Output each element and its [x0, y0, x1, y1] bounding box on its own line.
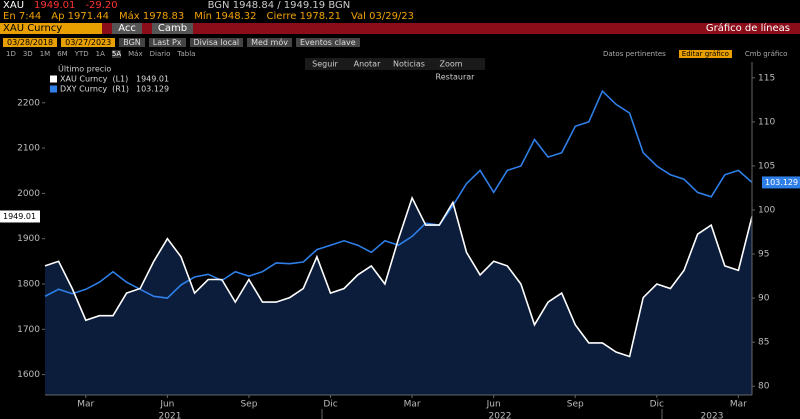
x-tick-label: Dic — [323, 400, 337, 410]
last-value-tag — [762, 176, 800, 189]
x-tick-label: Sep — [240, 400, 257, 410]
change-button[interactable]: Camb — [151, 23, 194, 34]
ticker: XAU — [3, 0, 25, 11]
series-area — [45, 197, 752, 395]
period-bar: Datos pertinentes Editar gráfico Cmb gráfi… — [0, 49, 800, 58]
legend-swatch — [50, 75, 57, 83]
last-value-label: 1949.01 — [3, 212, 36, 221]
float-tool[interactable]: Anotar — [354, 60, 381, 69]
header-row-2: En 7:44 Ap 1971.44 Máx 1978.83 Mín 1948.32 C… — [0, 11, 800, 22]
float-tool[interactable]: Zoom — [439, 60, 462, 69]
x-tick-label: Sep — [567, 400, 584, 410]
period-button[interactable]: 6M — [57, 49, 68, 58]
toolbar-field[interactable]: Last Px — [148, 38, 186, 47]
y2-tick-label: 90 — [758, 294, 770, 304]
series-line — [44, 89, 753, 299]
y-tick-label: 2100 — [17, 144, 40, 154]
header-row: XAU 1949.01 -29.20 BGN 1948.84 / 1949.19… — [0, 0, 800, 11]
period-button[interactable]: YTD — [74, 49, 89, 58]
bid-ask: BGN 1948.84 / 1949.19 BGN — [207, 0, 351, 11]
quote-field: Cierre 1978.21 — [266, 11, 341, 22]
legend-value: 103.129 — [136, 85, 169, 94]
x-tick-label: Mar — [730, 400, 747, 410]
period-button[interactable]: Máx — [128, 49, 143, 58]
y-tick-label: 2200 — [17, 98, 40, 108]
period-button[interactable]: 1A — [95, 49, 105, 58]
toolbar-field[interactable]: 03/27/2023 — [61, 38, 116, 47]
price: 1949.01 — [34, 0, 76, 11]
period-button[interactable]: 3D — [22, 49, 33, 58]
change: -29.20 — [85, 0, 118, 11]
x-tick-label: Jun — [486, 400, 501, 410]
x-tick-label: Mar — [77, 400, 94, 410]
series-line — [44, 195, 753, 358]
y-tick-label: 1600 — [17, 370, 40, 380]
y-tick-label: 2000 — [17, 189, 40, 199]
float-toolbar — [305, 58, 485, 70]
legend-label: XAU Curncy (L1) — [60, 75, 128, 84]
y2-tick-label: 105 — [758, 161, 775, 171]
toolbar-field[interactable]: Divisa local — [189, 38, 244, 47]
quote-field: Máx 1978.83 — [119, 11, 185, 22]
x-tick-label: Jun — [159, 400, 174, 410]
right-tool[interactable]: Editar gráfico — [678, 49, 732, 58]
view-title: Gráfico de líneas — [705, 23, 790, 34]
legend-title: Último precio — [58, 63, 111, 74]
legend-value: 1949.01 — [136, 75, 169, 84]
toolbar: 03/28/2018 03/27/2023 BGN Last Px Divisa loc… — [0, 37, 800, 48]
x-tick-label: Dic — [650, 400, 664, 410]
last-value-label: 103.129 — [765, 178, 798, 187]
x-tick-label: Mar — [404, 400, 421, 410]
actions-button[interactable]: Acc — [112, 23, 142, 34]
float-tool[interactable]: Noticias — [393, 60, 425, 69]
y-tick-label: 1800 — [17, 280, 40, 290]
menu-bar: XAU Curncy Acc Camb Gráfico de líneas — [0, 23, 800, 34]
y-tick-label: 1900 — [17, 234, 40, 244]
x-year-label: 2021 — [159, 412, 182, 419]
period-button[interactable]: 1D — [6, 49, 16, 58]
x-year-label: 2022 — [489, 412, 512, 419]
y-tick-label: 1700 — [17, 325, 40, 335]
right-tools: Datos pertinentes Editar gráfico Cmb gráfi… — [600, 49, 800, 58]
toolbar-field[interactable]: Med móv — [247, 38, 292, 47]
toolbar-field[interactable]: 03/28/2018 — [3, 38, 58, 47]
chart: Seguir Anotar Noticias Zoom Restaurar 1600 170… — [0, 58, 800, 419]
y2-tick-label: 110 — [758, 117, 775, 127]
quote-field: Ap 1971.44 — [51, 11, 110, 22]
x-year-label: 2023 — [701, 412, 724, 419]
period-button[interactable]: 1M — [39, 49, 51, 58]
legend-label: DXY Curncy (R1) — [60, 85, 129, 94]
toolbar-field[interactable]: BGN — [119, 38, 145, 47]
legend-swatch — [50, 85, 57, 93]
float-tool[interactable]: Restaurar — [436, 73, 476, 82]
y2-tick-label: 95 — [758, 250, 769, 260]
right-tool[interactable]: Cmb gráfico — [744, 49, 788, 58]
float-tool[interactable]: Seguir — [312, 60, 338, 69]
last-value-tag — [0, 210, 40, 223]
y2-tick-label: 100 — [758, 206, 775, 216]
y2-tick-label: 80 — [758, 382, 770, 392]
quote-field: En 7:44 — [3, 11, 42, 22]
quote-field: Mín 1948.32 — [194, 11, 257, 22]
y2-tick-label: 85 — [758, 338, 769, 348]
period-button[interactable]: Diario — [149, 49, 171, 58]
toolbar-field[interactable]: Eventos clave — [295, 38, 360, 47]
y2-tick-label: 115 — [758, 73, 775, 83]
quote-field: Val 03/29/23 — [350, 11, 415, 22]
security[interactable]: XAU Curncy — [0, 23, 103, 34]
right-tool[interactable]: Datos pertinentes — [603, 49, 666, 58]
period-button[interactable]: Tabla — [177, 49, 196, 58]
period-button[interactable]: 5A — [111, 49, 122, 58]
